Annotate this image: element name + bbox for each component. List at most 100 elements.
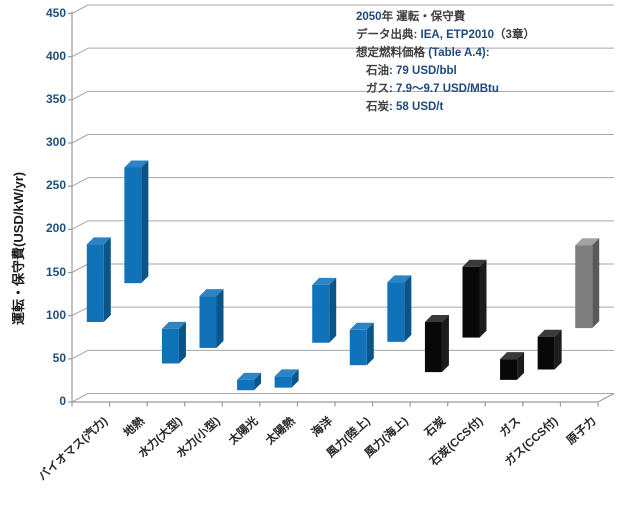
gridline-connector (71, 306, 89, 317)
bar-front-face (575, 245, 593, 329)
bar-front-face (537, 336, 555, 370)
bar-coal (424, 315, 449, 373)
bar-side-face (441, 315, 449, 373)
bar-wind-onshore (349, 322, 374, 366)
bar-side-face (366, 322, 374, 366)
bar-side-face (592, 238, 600, 329)
y-tick-label-50: 50 (52, 350, 66, 365)
bar-side-face (254, 372, 262, 391)
annotation-text: ガス (366, 83, 389, 95)
bar-top-face (199, 289, 224, 297)
gridline-connector (71, 220, 89, 230)
bar-side-face (404, 275, 412, 342)
annotation-text: 想定燃料価格 (356, 47, 429, 59)
annotation-text: : 7.9～9.7 USD/MBtu (389, 83, 499, 95)
bar-top-face (462, 259, 487, 267)
bar-side-face (103, 237, 111, 323)
bar-front-face (312, 284, 330, 343)
annotation-text: データ出典 (356, 29, 414, 41)
bar-gas (500, 352, 525, 380)
annotation-text: : IEA, ETP2010 (413, 29, 495, 41)
bar-top-face (500, 352, 525, 360)
bar-coal-ccs (462, 259, 487, 338)
bar-side-face (291, 369, 299, 388)
bar-top-face (86, 237, 111, 245)
bar-side-face (554, 329, 562, 370)
gridline-connector (71, 90, 89, 101)
bar-front-face (349, 329, 367, 366)
bar-front-face (274, 376, 292, 388)
gridline-connector (71, 177, 89, 187)
y-tick-label-0: 0 (59, 394, 66, 408)
bar-top-face (387, 275, 412, 283)
bar-ocean (312, 277, 337, 343)
bar-front-face (424, 322, 442, 373)
annotation-box: 2050年 運転・保守費 データ出典: IEA, ETP2010（3章） 想定燃料価… (356, 8, 535, 116)
y-tick-label-250: 250 (45, 178, 66, 193)
bar-side-face (479, 259, 487, 338)
annotation-text: (Table A.4): (428, 47, 490, 59)
bar-hydro-large (161, 321, 186, 364)
annotation-line-1: 2050年 運転・保守費 (356, 8, 535, 26)
y-tick-label-300: 300 (45, 135, 66, 149)
bar-front-face (500, 359, 518, 380)
annotation-text: 年 運転・保守費 (381, 11, 466, 23)
annotation-text: 2050 (356, 11, 382, 23)
annotation-line-5: ガス: 7.9～9.7 USD/MBtu (356, 80, 535, 98)
bar-hydro-small (199, 289, 224, 348)
bar-geothermal (124, 160, 149, 284)
bar-front-face (161, 328, 179, 364)
annotation-line-4: 石油: 79 USD/bbl (356, 62, 535, 80)
gridline-connector (71, 349, 89, 360)
bar-front-face (237, 379, 255, 391)
bar-front-face (462, 266, 480, 338)
floor-right-edge (597, 393, 615, 403)
annotation-text: 石炭 (366, 101, 389, 113)
bar-top-face (274, 369, 299, 377)
bar-front-face (124, 167, 142, 284)
y-tick-label-150: 150 (45, 264, 66, 279)
y-tick-label-450: 450 (45, 5, 66, 20)
bar-wind-offshore (387, 275, 412, 342)
bar-side-face (216, 289, 224, 348)
annotation-line-2: データ出典: IEA, ETP2010（3章） (356, 26, 535, 44)
bar-front-face (86, 244, 104, 323)
bar-side-face (178, 321, 186, 364)
bar-top-face (124, 160, 149, 168)
y-tick-label-100: 100 (45, 307, 66, 322)
bar-front-face (199, 296, 217, 348)
bar-top-face (424, 315, 449, 323)
annotation-text: : 79 USD/bbl (389, 65, 457, 77)
bar-top-face (161, 321, 186, 329)
bar-side-face (517, 352, 525, 380)
bar-top-face (349, 322, 374, 330)
bar-solar-thermal (274, 369, 299, 388)
bar-biomass-steam (86, 237, 111, 323)
annotation-text: 石油 (366, 65, 389, 77)
bar-gas-ccs (537, 329, 562, 370)
gridline-connector (71, 393, 89, 403)
bar-front-face (387, 282, 405, 342)
y-axis-title: 運転・保守費(USD/kW/yr) (11, 171, 26, 325)
annotation-text: （3章） (494, 29, 535, 41)
bar-solar-pv (237, 372, 262, 391)
y-tick-label-350: 350 (45, 91, 66, 106)
bar-top-face (575, 238, 600, 246)
bar-side-face (141, 160, 149, 284)
y-tick-label-200: 200 (45, 221, 66, 236)
annotation-line-6: 石炭: 58 USD/t (356, 98, 535, 116)
gridline-connector (71, 263, 89, 273)
bar-top-face (237, 372, 262, 380)
bar-side-face (329, 277, 337, 343)
bar-nuclear (575, 238, 600, 329)
bar-top-face (312, 277, 337, 285)
y-tick-label-400: 400 (45, 48, 66, 63)
gridline-connector (71, 4, 89, 14)
gridline-connector (71, 134, 89, 144)
annotation-text: : 58 USD/t (389, 101, 444, 113)
annotation-line-3: 想定燃料価格 (Table A.4): (356, 44, 535, 62)
gridline-connector (71, 47, 89, 58)
bar-top-face (537, 329, 562, 337)
